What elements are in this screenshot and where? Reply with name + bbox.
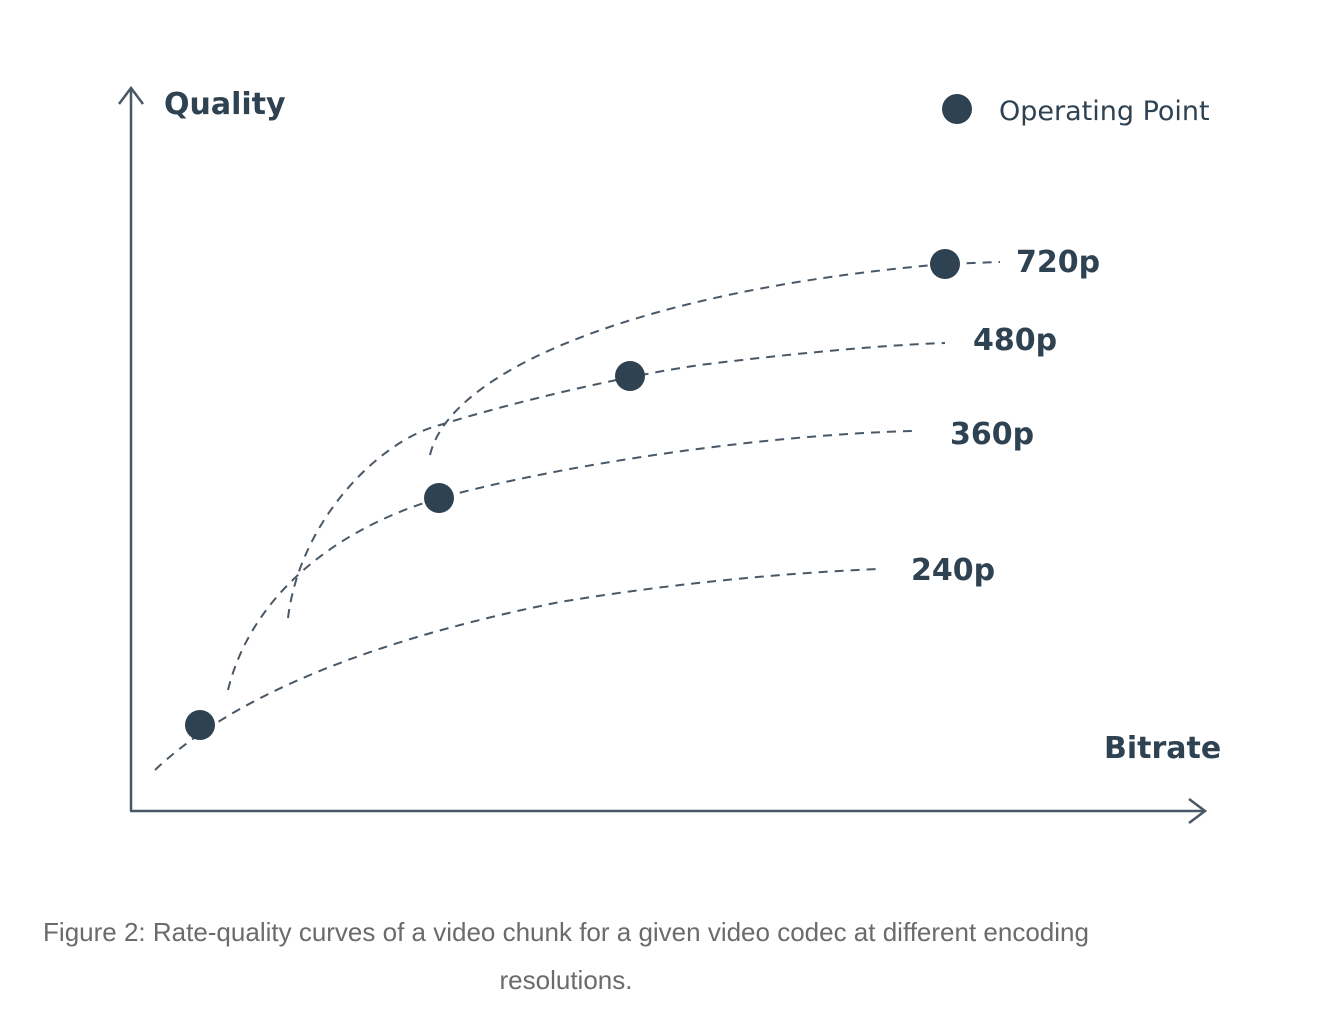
operating-point-720p: [930, 249, 960, 279]
operating-point-480p: [615, 361, 645, 391]
rate-quality-diagram: Quality Bitrate Operating Point 720p 480…: [118, 85, 1221, 824]
curve-720p: [429, 261, 1001, 456]
legend-label: Operating Point: [999, 96, 1210, 127]
curve-label-480p: 480p: [973, 323, 1057, 358]
caption-line-2: resolutions.: [499, 965, 633, 995]
figure-caption: Figure 2: Rate-quality curves of a video…: [0, 908, 1132, 1004]
curve-240p: [154, 568, 881, 771]
x-axis: [130, 798, 1208, 824]
legend-marker: [942, 94, 972, 124]
curve-label-360p: 360p: [950, 417, 1034, 452]
legend: Operating Point: [942, 94, 1210, 127]
y-axis: [118, 85, 144, 811]
curve-480p: [287, 342, 946, 619]
y-axis-arrowhead: [118, 85, 144, 105]
caption-line-1: Figure 2: Rate-quality curves of a video…: [43, 917, 1089, 947]
operating-point-240p: [185, 710, 215, 740]
curve-360p: [227, 430, 913, 691]
x-axis-arrowhead: [1188, 798, 1208, 824]
x-axis-label: Bitrate: [1104, 731, 1221, 766]
curve-label-240p: 240p: [911, 553, 995, 588]
curve-label-720p: 720p: [1016, 245, 1100, 280]
operating-point-360p: [424, 483, 454, 513]
y-axis-label: Quality: [164, 87, 286, 122]
